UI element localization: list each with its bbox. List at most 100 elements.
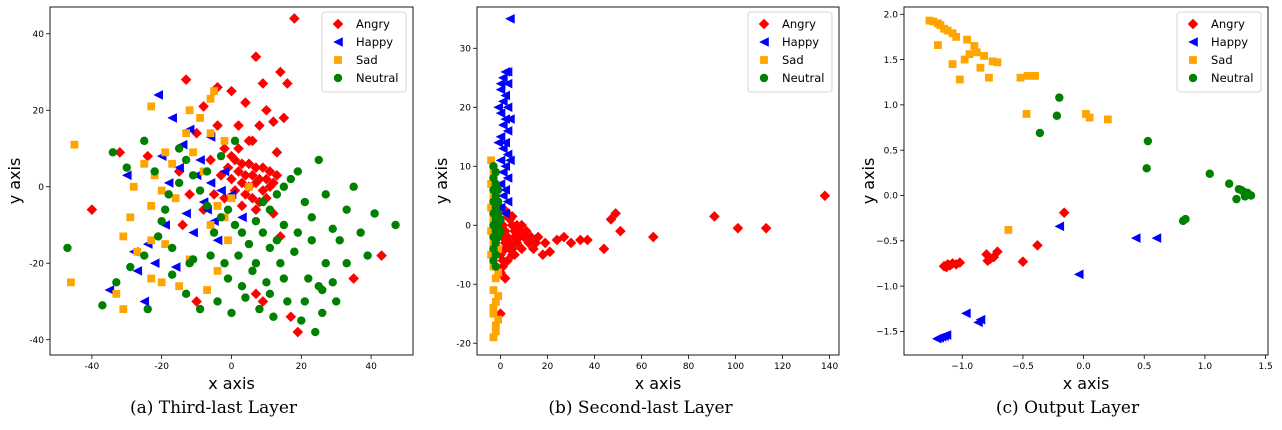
- legend-marker-neutral: [759, 73, 769, 83]
- point-sad: [489, 303, 498, 312]
- point-neutral: [167, 243, 177, 253]
- panel-third-last-layer: -40 -20 0 20 40 -40 -20 0 20 40 x axis y axis Angry H…: [0, 0, 427, 430]
- x-tick-label: 100: [727, 362, 744, 372]
- point-neutral: [181, 155, 191, 165]
- point-angry: [254, 120, 265, 131]
- point-neutral: [272, 236, 282, 245]
- point-sad: [1031, 71, 1039, 80]
- point-neutral: [265, 243, 275, 253]
- point-neutral: [318, 308, 327, 318]
- point-happy: [132, 266, 143, 276]
- point-sad: [491, 327, 500, 336]
- point-angry: [250, 162, 262, 173]
- point-sad: [494, 315, 503, 324]
- point-angry: [982, 255, 994, 267]
- point-neutral: [1055, 93, 1064, 102]
- y-tick-label: 0.5: [884, 146, 898, 156]
- legend-label-sad: Sad: [1211, 53, 1233, 67]
- point-neutral: [321, 190, 330, 199]
- point-angry: [177, 219, 188, 231]
- legend-label-happy: Happy: [1211, 35, 1248, 49]
- point-neutral: [188, 171, 198, 180]
- point-happy: [104, 285, 115, 295]
- point-neutral: [213, 297, 222, 306]
- point-neutral: [279, 220, 289, 230]
- point-sad: [952, 33, 961, 41]
- point-neutral: [489, 162, 498, 171]
- legend-marker-happy: [759, 37, 769, 47]
- point-sad: [157, 186, 166, 195]
- point-neutral: [216, 151, 226, 161]
- point-neutral: [1142, 164, 1151, 173]
- point-neutral: [108, 148, 118, 157]
- legend-label-happy: Happy: [356, 35, 393, 49]
- y-tick-label: -20: [456, 339, 471, 349]
- point-sad: [993, 58, 1002, 67]
- point-angry: [233, 166, 244, 177]
- point-angry: [819, 190, 831, 202]
- point-angry: [264, 166, 276, 177]
- point-sad: [963, 35, 971, 44]
- point-sad: [168, 159, 177, 168]
- point-neutral: [140, 251, 149, 260]
- point-happy: [495, 179, 506, 189]
- point-sad: [67, 278, 75, 287]
- point-angry: [271, 147, 283, 158]
- point-angry: [233, 143, 244, 154]
- point-angry: [219, 143, 230, 154]
- point-sad: [157, 278, 166, 287]
- point-neutral: [279, 182, 289, 191]
- legend-label-angry: Angry: [356, 17, 390, 31]
- point-sad: [126, 213, 135, 222]
- point-sad: [206, 129, 215, 138]
- point-happy: [975, 314, 986, 325]
- x-axis-label: x axis: [1063, 374, 1110, 393]
- point-neutral: [1052, 111, 1062, 120]
- point-neutral: [251, 216, 261, 226]
- point-neutral: [244, 239, 254, 249]
- series-sad: [67, 87, 253, 314]
- point-neutral: [370, 209, 379, 218]
- point-neutral: [496, 226, 505, 236]
- point-happy: [495, 78, 506, 89]
- legend-marker-sad: [334, 56, 342, 64]
- point-neutral: [311, 327, 320, 337]
- point-sad: [171, 194, 180, 203]
- point-angry: [497, 261, 509, 272]
- point-sad: [965, 50, 974, 59]
- point-angry: [180, 74, 192, 85]
- point-angry: [212, 120, 223, 131]
- point-neutral: [363, 251, 372, 260]
- data-points: [63, 13, 400, 338]
- point-sad: [213, 201, 222, 210]
- x-tick-label: −0.5: [1012, 362, 1034, 372]
- point-angry: [229, 154, 241, 166]
- point-happy: [941, 330, 952, 340]
- plot-frame: [903, 6, 1269, 356]
- point-sad: [112, 289, 121, 298]
- point-angry: [247, 135, 258, 147]
- point-angry: [261, 192, 272, 204]
- point-happy: [139, 296, 150, 307]
- point-angry: [709, 211, 720, 222]
- point-sad: [491, 274, 500, 283]
- point-neutral: [342, 259, 351, 268]
- point-happy: [498, 96, 508, 107]
- point-neutral: [272, 190, 282, 199]
- point-neutral: [164, 190, 173, 199]
- point-happy: [502, 173, 513, 183]
- point-angry: [497, 255, 509, 266]
- data-points: [925, 16, 1256, 344]
- point-angry: [289, 13, 300, 24]
- point-neutral: [230, 220, 240, 230]
- point-neutral: [279, 274, 289, 283]
- x-tick-label: 20: [542, 362, 554, 372]
- point-angry: [226, 85, 237, 97]
- point-neutral: [140, 136, 149, 146]
- y-tick-label: 2.0: [884, 10, 899, 20]
- point-neutral: [286, 174, 296, 184]
- point-neutral: [223, 205, 233, 214]
- point-sad: [182, 129, 191, 138]
- point-happy: [502, 67, 513, 77]
- point-sad: [175, 282, 184, 291]
